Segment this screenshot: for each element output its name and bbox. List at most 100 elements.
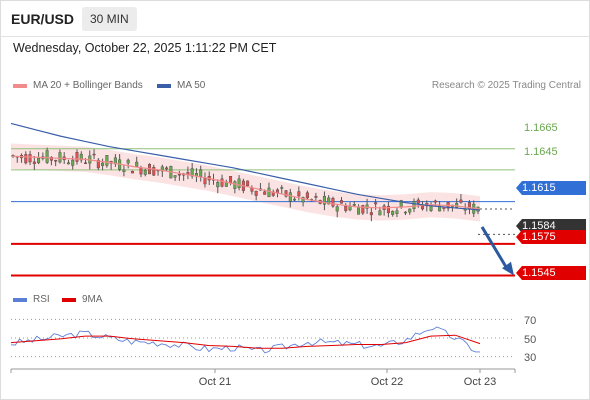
candle-body [297, 191, 301, 197]
candle-body [391, 210, 395, 215]
rsi-ma9-line [10, 334, 481, 349]
candle-body [237, 178, 241, 188]
candle-body [165, 167, 169, 170]
candle-body [438, 205, 442, 212]
candle-body [395, 210, 399, 214]
x-label-oct21: Oct 21 [198, 376, 232, 388]
x-label-oct23: Oct 23 [463, 376, 497, 388]
candle-body [173, 175, 177, 178]
candle-body [374, 202, 378, 205]
ma50-line [10, 122, 481, 211]
candle-body [96, 159, 100, 169]
candle-body [58, 152, 62, 163]
candle-body [45, 150, 49, 163]
candle-body [199, 169, 203, 177]
legend-rsi-label: RSI [33, 294, 50, 305]
candle-body [365, 204, 369, 209]
legend-ma50: MA 50 [157, 80, 205, 91]
level-tag-s2: 1.1545 [516, 266, 586, 280]
candle-body [344, 205, 348, 211]
candle-body [305, 192, 309, 199]
candle-body [263, 191, 267, 195]
candle-body [220, 178, 224, 187]
ma20-swatch [13, 83, 27, 88]
candle-body [280, 187, 284, 189]
candle-body [24, 154, 28, 164]
instrument-title: EUR/USD [11, 11, 75, 27]
ma20-line [10, 155, 481, 210]
candle-body [75, 152, 79, 162]
legend-9ma-label: 9MA [82, 294, 103, 305]
chart-datetime: Wednesday, October 22, 2025 1:11:22 PM C… [13, 41, 277, 55]
forecast-arrowhead [502, 261, 514, 276]
candle-body [246, 180, 250, 186]
candle-body [49, 156, 53, 161]
level-tag-s1: 1.1575 [516, 230, 586, 244]
candle-body [122, 169, 126, 172]
rsi-swatch [13, 297, 27, 302]
candle-body [139, 167, 143, 175]
candle-body [28, 154, 32, 163]
candle-body [233, 181, 237, 189]
candle-body [369, 212, 373, 216]
candle-body [459, 199, 463, 203]
level-label-r2: 1.1665 [524, 122, 558, 134]
candle-body [433, 200, 437, 203]
forecast-arrow [480, 226, 510, 271]
candle-body [105, 155, 109, 166]
candle-body [416, 199, 420, 204]
candle-body [37, 157, 41, 164]
candle-body [66, 162, 70, 165]
credit-text: Research © 2025 Trading Central [431, 80, 581, 91]
legend-ma20-label: MA 20 + Bollinger Bands [33, 80, 143, 91]
candle-body [408, 208, 412, 213]
rsi-tick-70: 70 [524, 315, 537, 327]
candle-body [322, 196, 326, 205]
candle-body [71, 159, 75, 166]
candle-body [288, 192, 292, 202]
candle-body [284, 190, 288, 197]
candle-body [352, 204, 356, 206]
timeframe-button[interactable]: 30 MIN [82, 7, 137, 31]
candle-body [54, 160, 58, 162]
candle-body [412, 201, 416, 210]
rsi-line [10, 326, 481, 354]
rsi-tick-30: 30 [524, 352, 537, 364]
candle-body [331, 197, 335, 207]
chart-header: EUR/USD 30 MIN [0, 0, 590, 37]
candle-body [84, 162, 88, 165]
candle-body [152, 167, 156, 176]
candle-body [335, 206, 339, 212]
candle-body [101, 162, 105, 166]
candle-body [386, 205, 390, 214]
candle-body [254, 190, 258, 196]
candle-body [177, 173, 181, 176]
candle-body [135, 161, 139, 167]
candle-body [421, 205, 425, 210]
candle-body [314, 196, 318, 198]
candle-body [143, 169, 147, 175]
candle-body [130, 170, 134, 174]
candle-body [216, 182, 220, 188]
candle-body [203, 178, 207, 185]
ma50-swatch [157, 83, 171, 88]
last-price-tag: 1.1584 [516, 219, 586, 233]
ma9-swatch [62, 297, 76, 302]
legend-ma50-label: MA 50 [177, 80, 206, 91]
rsi-tick-50: 50 [524, 334, 537, 346]
candle-body [301, 197, 305, 203]
level-tag-pivot: 1.1615 [516, 181, 586, 195]
candle-body [339, 200, 343, 204]
candle-body [293, 198, 297, 201]
x-label-oct22: Oct 22 [370, 376, 404, 388]
candle-body [378, 210, 382, 216]
legend-9ma: 9MA [62, 294, 103, 305]
candle-body [357, 206, 361, 215]
level-label-r1: 1.1645 [524, 146, 558, 158]
candle-body [32, 161, 36, 164]
legend-ma20: MA 20 + Bollinger Bands [13, 80, 143, 91]
candle-body [92, 153, 96, 156]
candle-body [267, 187, 271, 198]
candle-body [361, 205, 365, 214]
